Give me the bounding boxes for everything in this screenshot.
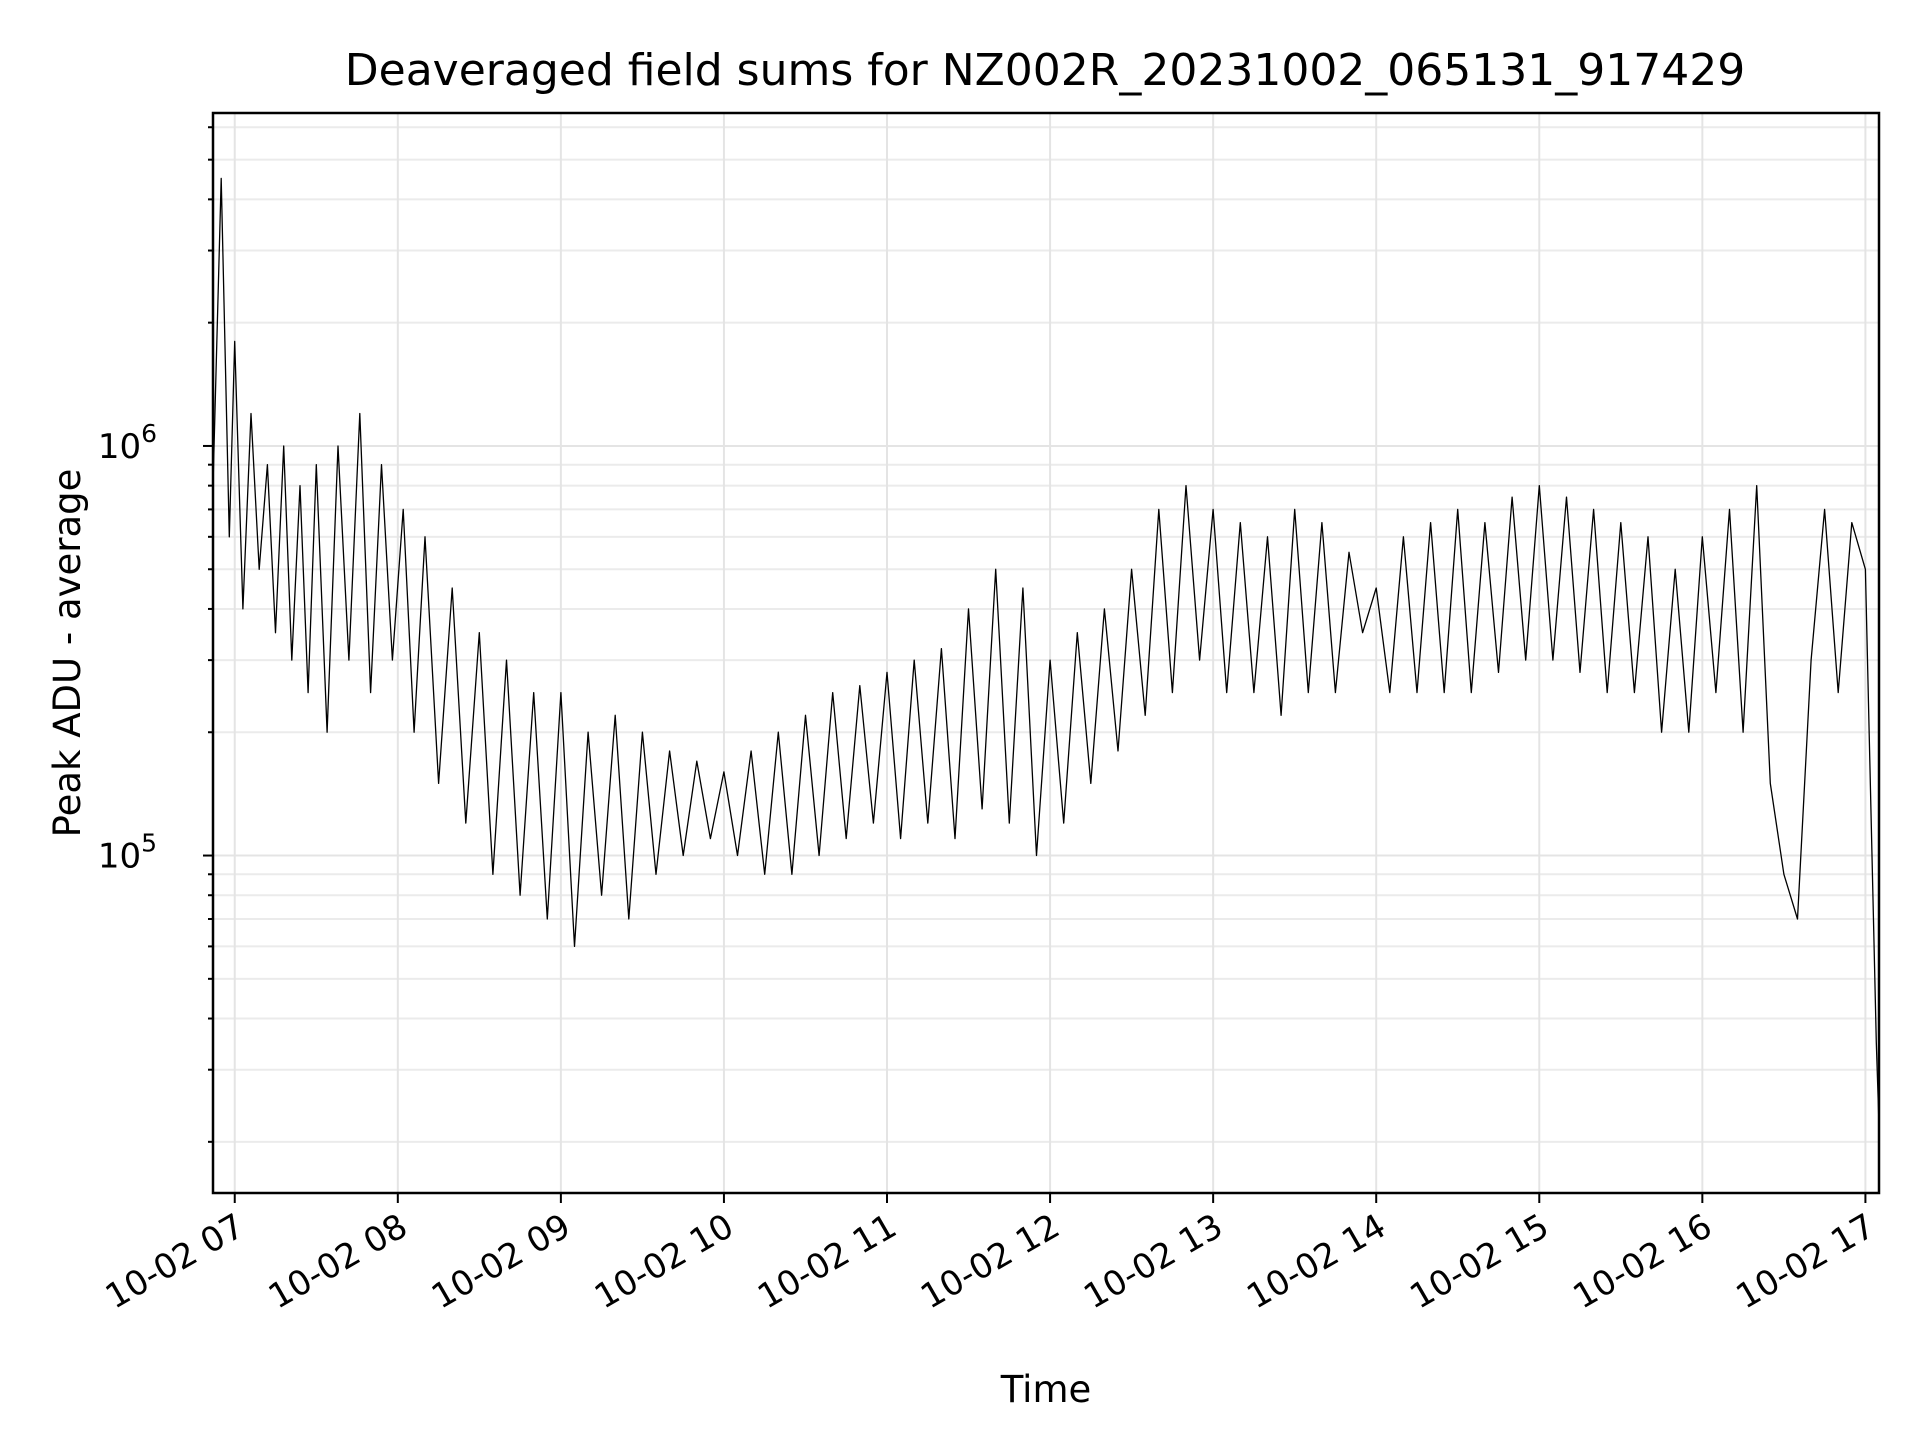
x-tick-label: 10-02 15 — [1403, 1206, 1555, 1317]
x-tick-label: 10-02 16 — [1566, 1206, 1718, 1317]
x-axis-label: Time — [1000, 1368, 1092, 1411]
y-axis-label: Peak ADU - average — [46, 469, 89, 838]
y-tick-label: 106 — [98, 419, 157, 467]
x-tick-label: 10-02 09 — [425, 1206, 577, 1317]
x-tick-label: 10-02 12 — [914, 1206, 1066, 1317]
grid — [213, 113, 1879, 1193]
plot-frame — [211, 111, 1881, 1195]
x-tick-label: 10-02 17 — [1730, 1206, 1882, 1317]
chart-title: Deaveraged field sums for NZ002R_2023100… — [345, 45, 1745, 96]
x-tick-label: 10-02 11 — [751, 1206, 903, 1317]
x-tick-label: 10-02 08 — [262, 1206, 414, 1317]
y-tick-label: 105 — [98, 829, 157, 877]
x-tick-label: 10-02 10 — [588, 1206, 740, 1317]
series-line — [212, 177, 1880, 1125]
x-tick-label: 10-02 07 — [99, 1206, 251, 1317]
series-layer — [212, 177, 1880, 1125]
x-tick-label: 10-02 13 — [1077, 1206, 1229, 1317]
x-tick-label: 10-02 14 — [1240, 1206, 1392, 1317]
x-axis: 10-02 07 10-02 08 10-02 09 10-02 10 10-02 11… — [99, 1193, 1882, 1317]
y-axis: 105 106 — [98, 126, 213, 1143]
